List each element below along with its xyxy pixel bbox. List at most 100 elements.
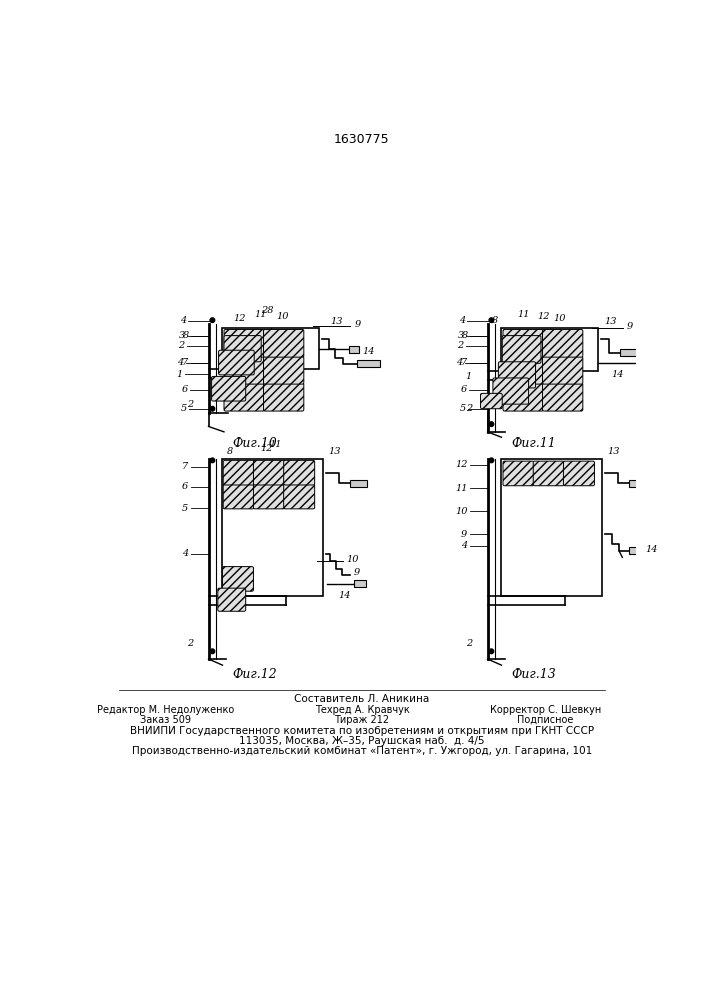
Text: 10: 10 bbox=[554, 314, 566, 323]
Text: 2: 2 bbox=[187, 639, 193, 648]
Text: 4: 4 bbox=[461, 541, 467, 550]
Text: Корректор С. Шевкун: Корректор С. Шевкун bbox=[490, 705, 601, 715]
Text: 7: 7 bbox=[461, 358, 467, 367]
Text: 8: 8 bbox=[492, 316, 498, 325]
Text: Редактор М. Недолуженко: Редактор М. Недолуженко bbox=[98, 705, 235, 715]
Text: Заказ 509: Заказ 509 bbox=[141, 715, 192, 725]
Bar bbox=[223, 459, 323, 596]
FancyBboxPatch shape bbox=[264, 356, 304, 384]
Text: 1630775: 1630775 bbox=[334, 133, 390, 146]
FancyBboxPatch shape bbox=[493, 378, 529, 404]
Text: Тираж 212: Тираж 212 bbox=[334, 715, 390, 725]
FancyBboxPatch shape bbox=[218, 350, 255, 375]
FancyBboxPatch shape bbox=[223, 460, 255, 485]
FancyBboxPatch shape bbox=[503, 383, 543, 411]
Text: 4: 4 bbox=[459, 316, 465, 325]
Text: 11: 11 bbox=[517, 310, 530, 319]
Bar bbox=[501, 328, 598, 371]
FancyBboxPatch shape bbox=[224, 329, 264, 357]
Text: 13: 13 bbox=[607, 447, 620, 456]
Text: 9: 9 bbox=[354, 568, 360, 577]
Bar bbox=[501, 459, 602, 596]
Text: 2: 2 bbox=[466, 639, 472, 648]
Text: 10: 10 bbox=[455, 507, 467, 516]
Bar bbox=[223, 328, 320, 369]
Circle shape bbox=[489, 458, 493, 463]
Text: 12: 12 bbox=[455, 460, 467, 469]
Text: Производственно-издательский комбинат «Патент», г. Ужгород, ул. Гагарина, 101: Производственно-издательский комбинат «П… bbox=[132, 746, 592, 756]
Text: 12: 12 bbox=[233, 314, 246, 323]
Bar bbox=[351, 480, 368, 487]
Text: 28: 28 bbox=[261, 306, 274, 315]
FancyBboxPatch shape bbox=[264, 329, 304, 357]
FancyBboxPatch shape bbox=[503, 329, 543, 357]
Text: 4: 4 bbox=[180, 316, 186, 325]
FancyBboxPatch shape bbox=[284, 460, 315, 485]
Text: 11: 11 bbox=[255, 310, 267, 319]
Text: 2: 2 bbox=[187, 400, 193, 409]
Text: 14: 14 bbox=[612, 370, 624, 379]
Text: 13: 13 bbox=[604, 317, 617, 326]
FancyBboxPatch shape bbox=[224, 383, 264, 411]
Text: Фиг.13: Фиг.13 bbox=[512, 668, 556, 681]
FancyBboxPatch shape bbox=[502, 336, 541, 363]
Text: 8: 8 bbox=[462, 331, 468, 340]
FancyBboxPatch shape bbox=[563, 461, 595, 486]
FancyBboxPatch shape bbox=[211, 376, 246, 401]
FancyBboxPatch shape bbox=[503, 461, 534, 486]
Text: 11: 11 bbox=[455, 484, 467, 493]
Text: 3: 3 bbox=[458, 331, 464, 340]
Circle shape bbox=[489, 318, 493, 323]
Text: 6: 6 bbox=[181, 385, 187, 394]
Text: 10: 10 bbox=[346, 555, 359, 564]
FancyBboxPatch shape bbox=[533, 461, 564, 486]
FancyBboxPatch shape bbox=[224, 356, 264, 384]
Text: Фиг.12: Фиг.12 bbox=[233, 668, 277, 681]
FancyBboxPatch shape bbox=[481, 393, 502, 409]
Text: 2: 2 bbox=[457, 341, 464, 350]
FancyBboxPatch shape bbox=[542, 383, 583, 411]
FancyBboxPatch shape bbox=[253, 484, 284, 509]
Text: 14: 14 bbox=[363, 347, 375, 356]
Text: 11: 11 bbox=[269, 440, 282, 449]
Text: 4: 4 bbox=[182, 549, 188, 558]
Text: 13: 13 bbox=[330, 317, 343, 326]
Circle shape bbox=[210, 318, 215, 323]
FancyBboxPatch shape bbox=[284, 484, 315, 509]
Text: Техред А. Кравчук: Техред А. Кравчук bbox=[315, 705, 409, 715]
Text: 9: 9 bbox=[461, 530, 467, 539]
FancyBboxPatch shape bbox=[264, 383, 304, 411]
Circle shape bbox=[489, 649, 493, 654]
FancyBboxPatch shape bbox=[223, 484, 255, 509]
Text: 6: 6 bbox=[460, 385, 467, 394]
Text: 7: 7 bbox=[182, 358, 188, 367]
Text: 9: 9 bbox=[355, 320, 361, 329]
Bar bbox=[641, 359, 655, 366]
Text: 8: 8 bbox=[227, 447, 233, 456]
Bar bbox=[356, 360, 380, 367]
Text: 3: 3 bbox=[179, 331, 185, 340]
FancyBboxPatch shape bbox=[218, 588, 246, 611]
Text: Фиг.11: Фиг.11 bbox=[512, 437, 556, 450]
Bar bbox=[620, 349, 647, 356]
Text: Фиг.10: Фиг.10 bbox=[233, 437, 277, 450]
Text: 4: 4 bbox=[457, 358, 462, 367]
Text: 7: 7 bbox=[182, 462, 188, 471]
Text: 4: 4 bbox=[177, 358, 184, 367]
Bar bbox=[629, 480, 646, 487]
Text: 1: 1 bbox=[466, 372, 472, 381]
Text: 14: 14 bbox=[645, 545, 658, 554]
FancyBboxPatch shape bbox=[253, 460, 284, 485]
Text: 2: 2 bbox=[466, 404, 472, 413]
Text: 14: 14 bbox=[339, 591, 351, 600]
Text: 5: 5 bbox=[182, 504, 188, 513]
Text: 9: 9 bbox=[627, 322, 633, 331]
Bar bbox=[349, 346, 359, 353]
Circle shape bbox=[210, 458, 215, 463]
FancyBboxPatch shape bbox=[542, 329, 583, 357]
Text: 2: 2 bbox=[178, 341, 185, 350]
Circle shape bbox=[210, 649, 215, 654]
Text: Составитель Л. Аникина: Составитель Л. Аникина bbox=[294, 694, 430, 704]
Text: 12: 12 bbox=[260, 444, 273, 453]
FancyBboxPatch shape bbox=[223, 567, 253, 591]
